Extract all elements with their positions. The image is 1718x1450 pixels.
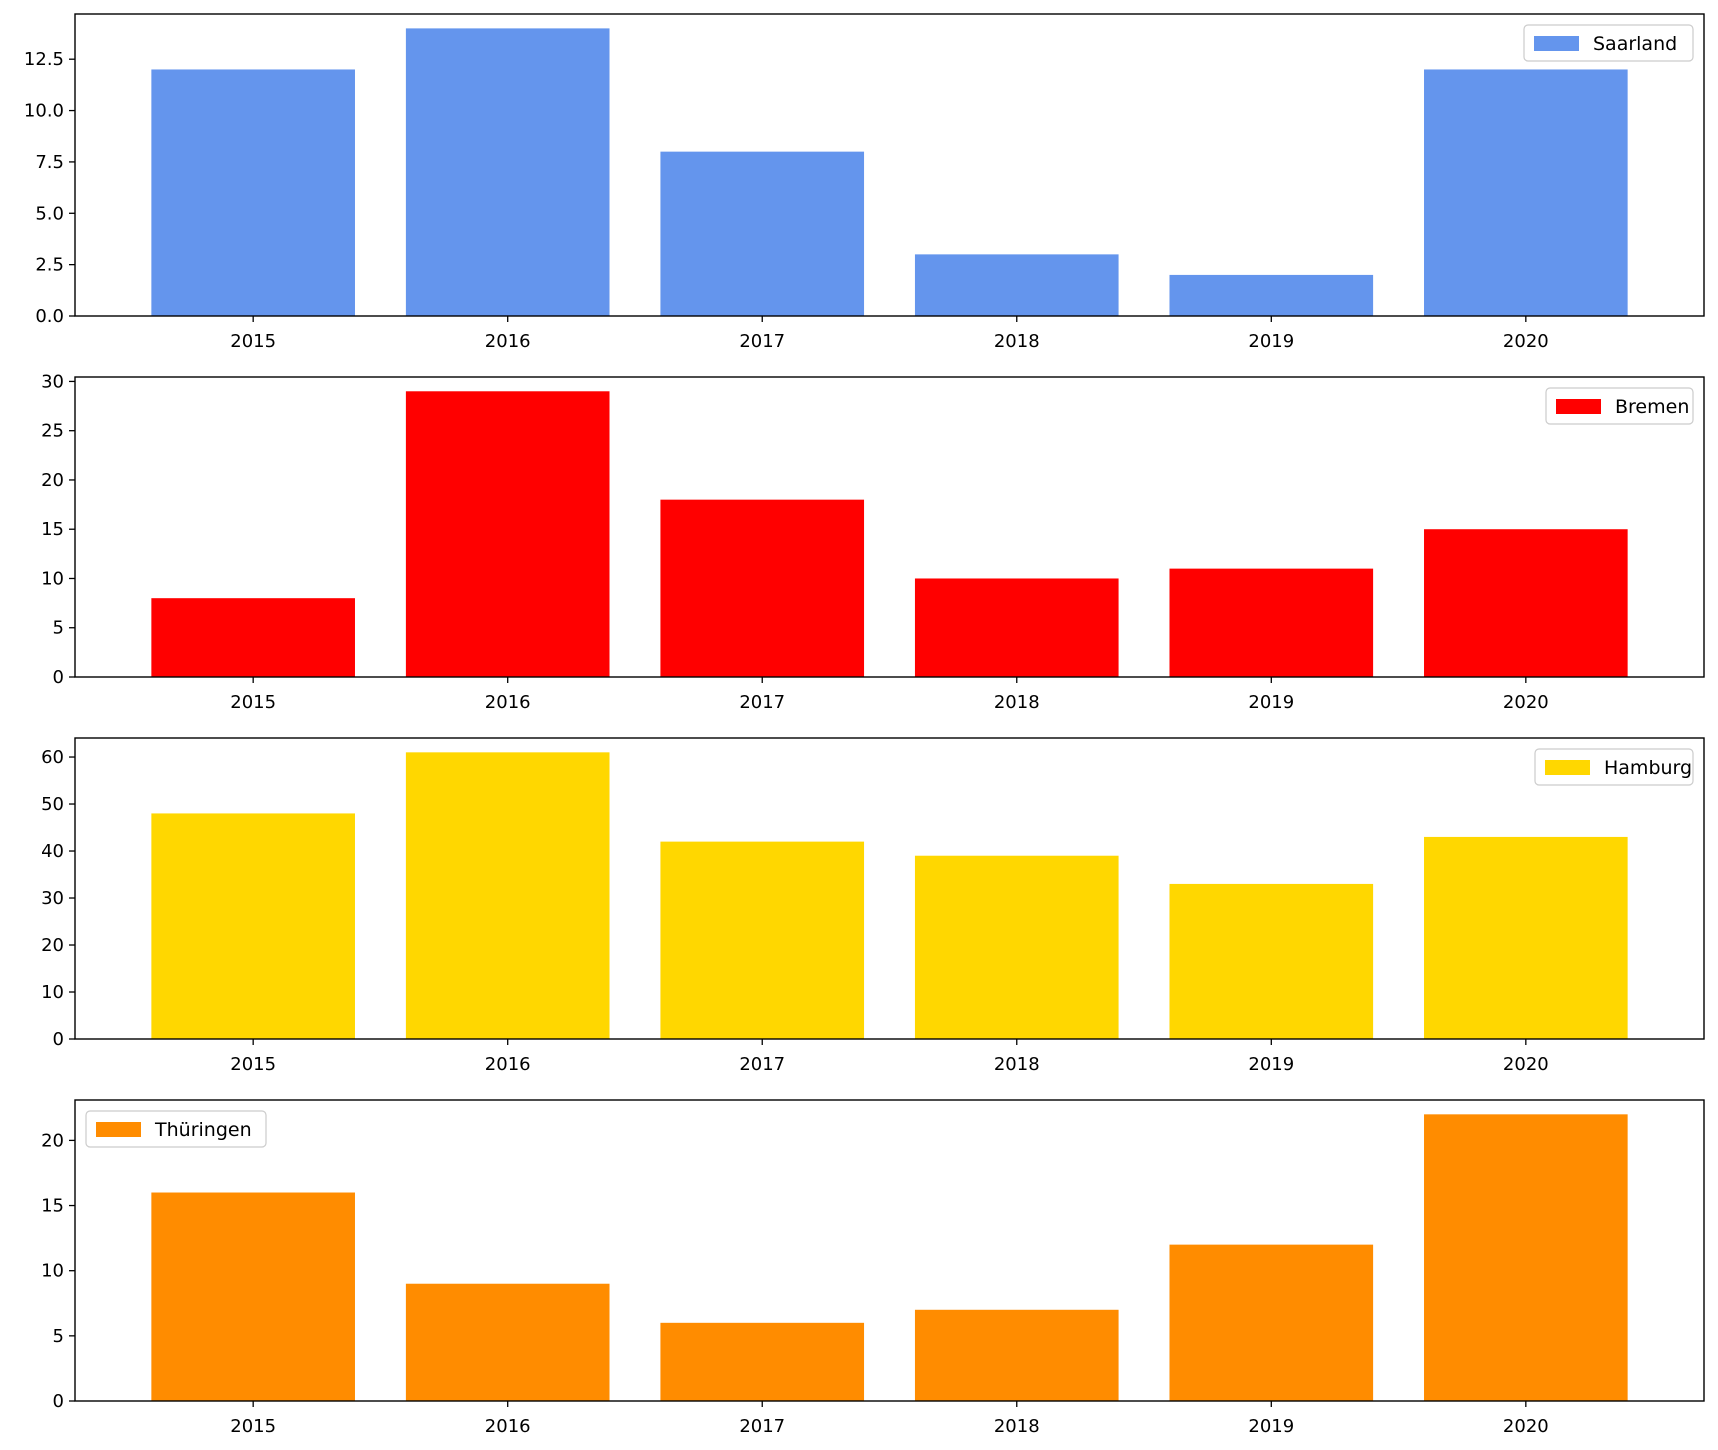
bar-2018 [914, 855, 1119, 1039]
x-tick-label: 2017 [739, 331, 785, 352]
x-tick-label: 2020 [1503, 1416, 1549, 1437]
y-tick-label: 30 [41, 888, 64, 909]
x-tick-label: 2019 [1248, 1054, 1294, 1075]
x-tick-label: 2017 [739, 1416, 785, 1437]
axes-frame [74, 13, 1705, 317]
bar-2019 [1169, 274, 1374, 316]
legend-label: Saarland [1593, 33, 1677, 55]
legend: Bremen [1545, 387, 1694, 425]
x-tick-label: 2015 [230, 1054, 276, 1075]
x-tick-label: 2019 [1248, 1416, 1294, 1437]
x-tick-label: 2019 [1248, 692, 1294, 713]
bar-2015 [151, 69, 355, 316]
bar-2015 [151, 813, 355, 1039]
x-tick-label: 2015 [230, 331, 276, 352]
legend-box [1534, 748, 1694, 786]
y-tick-label: 10.0 [24, 101, 64, 122]
x-tick-label: 2015 [230, 692, 276, 713]
y-tick-label: 2.5 [35, 255, 64, 276]
bar-2016 [405, 28, 610, 317]
legend: Saarland [1523, 24, 1694, 62]
y-tick-label: 0 [53, 1391, 64, 1412]
x-tick-label: 2018 [994, 1416, 1040, 1437]
legend-box [1545, 387, 1694, 425]
bar-2020 [1424, 836, 1628, 1039]
bar-2018 [914, 1309, 1119, 1401]
y-tick-label: 25 [41, 421, 64, 442]
bar-2017 [660, 151, 865, 316]
y-tick-label: 30 [41, 371, 64, 392]
y-tick-label: 5.0 [35, 203, 64, 224]
x-tick-label: 2016 [485, 692, 531, 713]
legend-swatch [1556, 399, 1601, 414]
x-tick-label: 2019 [1248, 331, 1294, 352]
x-tick-label: 2018 [994, 331, 1040, 352]
bar-2015 [151, 598, 355, 677]
y-tick-label: 10 [41, 568, 64, 589]
chart-panel-4: 0 5 10 15 20 2015 2016 2017 2018 2019 2020 Thüringe… [41, 1099, 1705, 1437]
legend-label: Thüringen [154, 1119, 252, 1141]
x-tick-label: 2020 [1503, 331, 1549, 352]
chart-panel-1: 0.0 2.5 5.0 7.5 10.0 12.5 2015 2016 2017 2018 2019… [24, 13, 1705, 352]
y-tick-label: 7.5 [35, 152, 64, 173]
bar-2018 [914, 578, 1119, 677]
x-tick-label: 2016 [485, 1054, 531, 1075]
legend-label: Hamburg [1604, 757, 1692, 779]
x-tick-label: 2017 [739, 692, 785, 713]
legend-swatch [1545, 760, 1590, 775]
y-tick-label: 15 [41, 519, 64, 540]
bar-2017 [660, 499, 865, 677]
legend: Hamburg [1534, 748, 1694, 786]
axes-frame [74, 737, 1705, 1040]
legend: Thüringen [85, 1110, 267, 1148]
y-tick-label: 12.5 [24, 49, 64, 70]
y-tick-label: 10 [41, 1261, 64, 1282]
legend-swatch [96, 1122, 141, 1137]
chart-panel-2: 0 5 10 15 20 25 30 2015 2016 2017 2018 2019 2020 Brem… [41, 371, 1705, 713]
x-tick-label: 2017 [739, 1054, 785, 1075]
bar-2019 [1169, 883, 1374, 1039]
y-tick-label: 20 [41, 935, 64, 956]
bar-2015 [151, 1192, 355, 1401]
x-tick-label: 2015 [230, 1416, 276, 1437]
y-tick-label: 0 [53, 667, 64, 688]
y-tick-label: 20 [41, 470, 64, 491]
y-tick-label: 5 [53, 1326, 64, 1347]
axes-frame [74, 1099, 1705, 1402]
y-tick-label: 5 [53, 618, 64, 639]
y-tick-label: 50 [41, 794, 64, 815]
y-tick-label: 10 [41, 982, 64, 1003]
legend-box [1523, 24, 1694, 62]
bar-2016 [405, 391, 610, 677]
bar-2020 [1424, 1114, 1628, 1401]
legend-label: Bremen [1615, 396, 1689, 418]
bar-2016 [405, 1283, 610, 1401]
y-tick-label: 40 [41, 841, 64, 862]
y-tick-label: 20 [41, 1130, 64, 1151]
y-tick-label: 15 [41, 1196, 64, 1217]
axes-frame [74, 376, 1705, 678]
y-tick-label: 0.0 [35, 306, 64, 327]
bar-2017 [660, 1322, 865, 1401]
x-tick-label: 2018 [994, 1054, 1040, 1075]
legend-box [85, 1110, 267, 1148]
bar-2020 [1424, 529, 1628, 677]
chart-panel-3: 0 10 20 30 40 50 60 2015 2016 2017 2018 2019 2020 Ham… [41, 737, 1705, 1075]
bar-2020 [1424, 69, 1628, 316]
bar-2016 [405, 752, 610, 1039]
x-tick-label: 2016 [485, 331, 531, 352]
bar-2019 [1169, 568, 1374, 677]
x-tick-label: 2018 [994, 692, 1040, 713]
bar-2018 [914, 254, 1119, 316]
y-tick-label: 60 [41, 747, 64, 768]
y-tick-label: 0 [53, 1029, 64, 1050]
x-tick-label: 2020 [1503, 692, 1549, 713]
bar-2017 [660, 841, 865, 1039]
x-tick-label: 2020 [1503, 1054, 1549, 1075]
x-tick-label: 2016 [485, 1416, 531, 1437]
legend-swatch [1534, 36, 1579, 51]
bar-2019 [1169, 1244, 1374, 1401]
